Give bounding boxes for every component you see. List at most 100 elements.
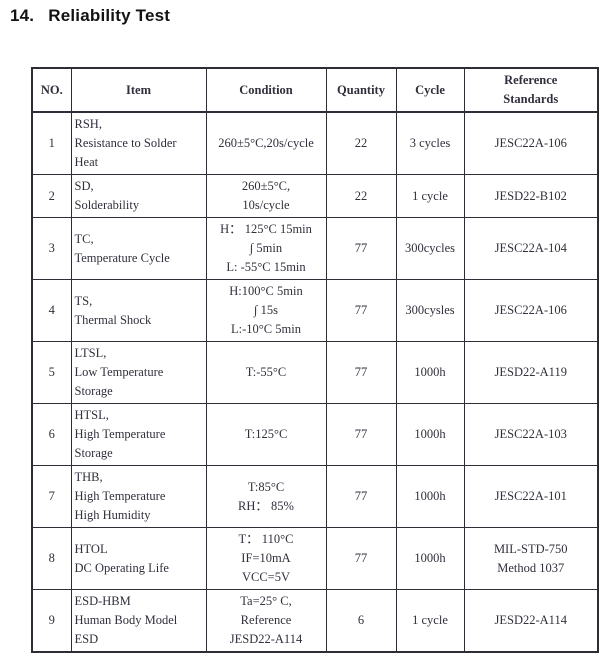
cell-text-line: 22	[354, 136, 368, 150]
cell-cycle: 1000h	[395, 341, 465, 404]
table-body: 1 RSH, Resistance to Solder Heat 260±5°C,20s…	[31, 111, 599, 653]
cell-text-line: T:125°C	[244, 427, 288, 441]
cell-no: 9	[31, 589, 72, 653]
cell-text-line: HTOL	[74, 541, 108, 556]
cell-text-line: 1000h	[414, 427, 446, 441]
header-quantity: Quantity	[325, 67, 397, 113]
cell-text-line: Resistance to Solder	[74, 136, 177, 150]
cell-text-line: JESD22-A114	[229, 632, 303, 646]
cell-text-line: RSH,	[74, 117, 102, 131]
cell-quantity: 22	[325, 174, 397, 218]
table-row: 1 RSH, Resistance to Solder Heat 260±5°C,20s…	[31, 111, 599, 175]
table-row: 3 TC, Temperature Cycle H： 125°C 15min ∫ 5mi…	[31, 217, 599, 280]
cell-cycle: 1 cycle	[395, 174, 465, 218]
table-row: 6 HTSL, High Temperature Storage T:125°C 77 10…	[31, 403, 599, 466]
table-header-row: NO. Item Condition Quantity Cycle Refere…	[31, 67, 599, 113]
cell-condition: T:125°C	[205, 403, 327, 466]
cell-text-line: 77	[354, 365, 368, 379]
reliability-test-table: NO. Item Condition Quantity Cycle Refere…	[31, 67, 599, 653]
table-row: 8 HTOL DC Operating Life T： 110°C IF=10mA VCC…	[31, 527, 599, 590]
table-row: 4 TS, Thermal Shock H:100°C 5min ∫ 15s L:-10°…	[31, 279, 599, 342]
cell-no: 8	[31, 527, 72, 590]
cell-text-line: Storage	[74, 384, 113, 398]
cell-quantity: 6	[325, 589, 397, 653]
cell-text-line: ∫ 15s	[254, 303, 278, 317]
cell-reference: JESC22A-104	[463, 217, 599, 280]
cell-text-line: HTSL,	[74, 408, 109, 422]
cell-no: 3	[31, 217, 72, 280]
cell-text-line: JESD22-A114	[494, 613, 567, 627]
cell-condition: H:100°C 5min ∫ 15s L:-10°C 5min	[205, 279, 327, 342]
cell-quantity: 77	[325, 217, 397, 280]
cell-text-line: 77	[354, 241, 368, 255]
cell-text-line: ∫ 5min	[249, 241, 283, 255]
cell-text-line: 77	[354, 427, 368, 441]
cell-text-line: 3 cycles	[409, 136, 451, 150]
cell-text-line: THB,	[74, 470, 103, 484]
header-condition: Condition	[205, 67, 327, 113]
cell-text-line: 77	[354, 489, 368, 503]
cell-condition: 260±5°C, 10s/cycle	[205, 174, 327, 218]
cell-no: 4	[31, 279, 72, 342]
cell-text-line: 1 cycle	[412, 188, 448, 203]
cell-item: TS, Thermal Shock	[70, 279, 207, 342]
cell-item: HTOL DC Operating Life	[70, 527, 207, 590]
cell-text-line: 1 cycle	[412, 613, 448, 627]
cell-cycle: 300cycles	[395, 217, 465, 280]
cell-text-line: 6	[48, 427, 55, 441]
cell-text-line: 260±5°C,20s/cycle	[218, 136, 314, 150]
cell-cycle: 1000h	[395, 527, 465, 590]
cell-text-line: SD,	[74, 179, 94, 193]
cell-text-line: Reference	[240, 613, 292, 627]
cell-no: 7	[31, 465, 72, 528]
cell-text-line: JESC22A-106	[494, 303, 567, 317]
section-heading: 14. Reliability Test	[10, 6, 170, 26]
cell-text-line: JESD22-A119	[494, 365, 567, 379]
cell-text-line: 6	[357, 613, 365, 627]
cell-text-line: Thermal Shock	[74, 312, 152, 327]
cell-cycle: 1000h	[395, 465, 465, 528]
cell-text-line: Storage	[74, 446, 113, 460]
cell-text-line: High Temperature	[74, 489, 166, 503]
cell-text-line: JESD22-B102	[494, 188, 567, 203]
cell-text-line: T:-55°C	[245, 365, 287, 379]
cell-text-line: 77	[354, 303, 368, 317]
cell-text-line: T： 110°C	[238, 532, 294, 546]
cell-reference: JESC22A-103	[463, 403, 599, 466]
cell-text-line: 22	[354, 188, 368, 203]
cell-reference: MIL-STD-750 Method 1037	[463, 527, 599, 590]
cell-text-line: L: -55°C 15min	[226, 260, 306, 274]
header-item: Item	[70, 67, 207, 113]
cell-text-line: JESC22A-106	[494, 136, 567, 150]
cell-text-line: T:85°C	[247, 479, 285, 494]
cell-item: SD, Solderability	[70, 174, 207, 218]
cell-text-line: 7	[48, 489, 55, 503]
cell-condition: Ta=25° C, Reference JESD22-A114	[205, 589, 327, 653]
cell-text-line: 2	[48, 188, 55, 203]
cell-text-line: LTSL,	[74, 346, 107, 360]
cell-text-line: 3	[48, 241, 55, 255]
cell-text-line: 8	[48, 551, 55, 565]
cell-text-line: 77	[354, 551, 368, 565]
cell-text-line: 300cycles	[405, 241, 455, 255]
cell-text-line: Solderability	[74, 198, 140, 212]
cell-cycle: 3 cycles	[395, 111, 465, 175]
table-row: 5 LTSL, Low Temperature Storage T:-55°C 77 100…	[31, 341, 599, 404]
cell-cycle: 1000h	[395, 403, 465, 466]
cell-text-line: 300cysles	[405, 303, 455, 317]
cell-text-line: H:100°C 5min	[229, 284, 303, 298]
header-no: NO.	[31, 67, 72, 113]
cell-text-line: High Humidity	[74, 508, 151, 522]
header-reference-line1: Reference	[504, 73, 558, 87]
table-row: 7 THB, High Temperature High Humidity T:85°C…	[31, 465, 599, 528]
cell-item: LTSL, Low Temperature Storage	[70, 341, 207, 404]
cell-item: RSH, Resistance to Solder Heat	[70, 111, 207, 175]
cell-quantity: 77	[325, 403, 397, 466]
cell-text-line: ESD-HBM	[74, 594, 131, 608]
header-cycle: Cycle	[395, 67, 465, 113]
cell-quantity: 22	[325, 111, 397, 175]
cell-reference: JESD22-B102	[463, 174, 599, 218]
cell-item: THB, High Temperature High Humidity	[70, 465, 207, 528]
cell-text-line: Human Body Model	[74, 613, 178, 627]
